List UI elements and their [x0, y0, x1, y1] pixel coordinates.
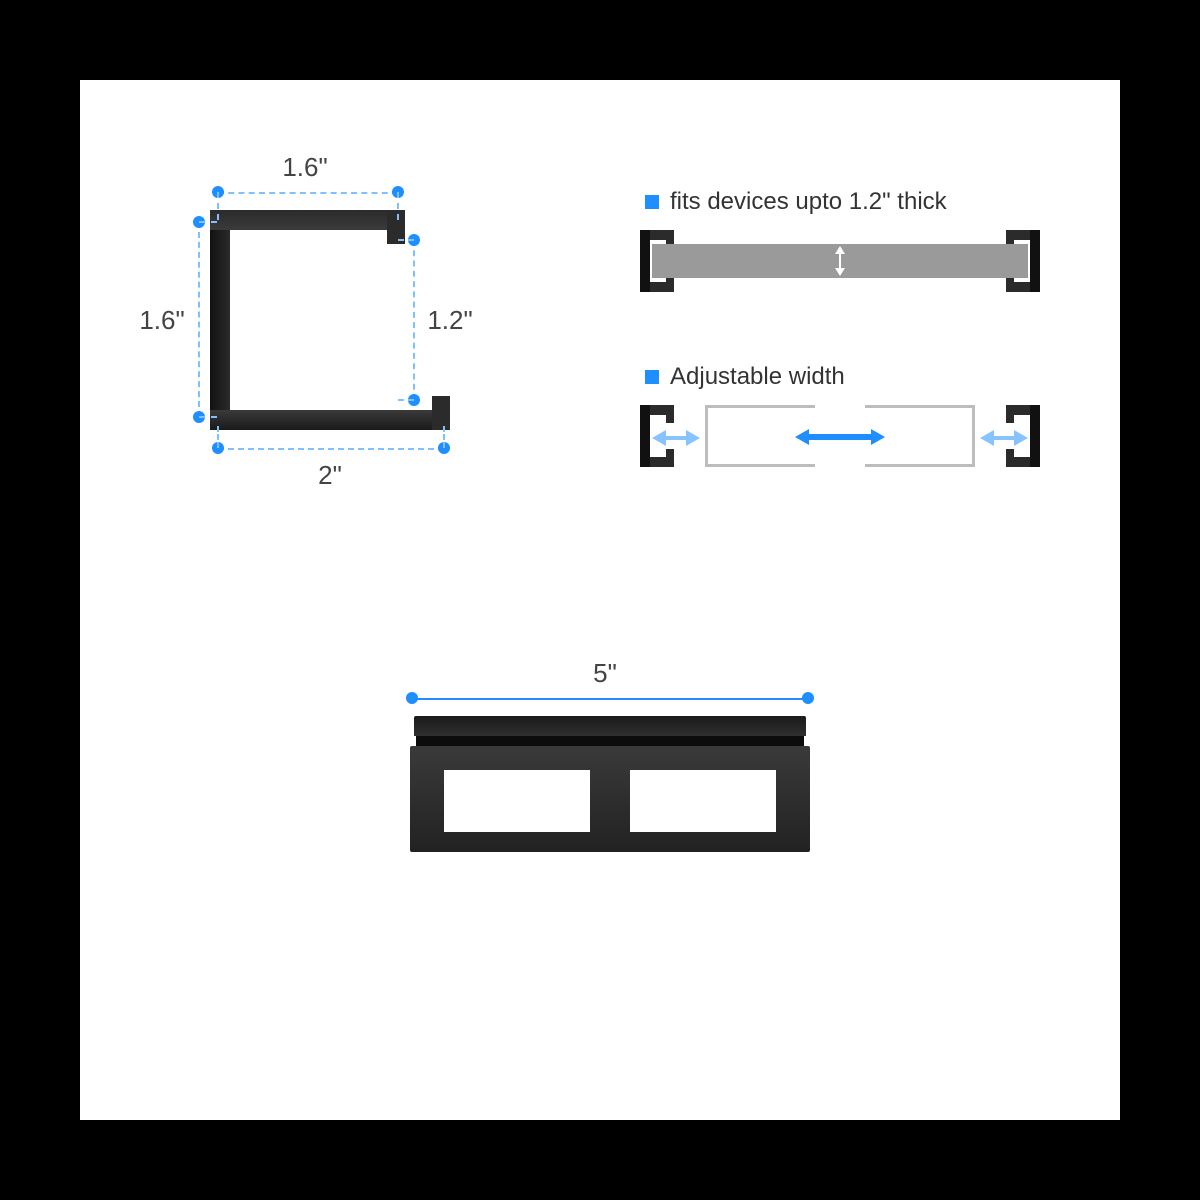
dimline-bottom: [218, 448, 444, 450]
bullet-icon: [645, 195, 659, 209]
dim-ext: [199, 221, 217, 223]
dimline-front: [412, 698, 808, 700]
dimline-left: [198, 222, 200, 417]
dim-left-height: 1.6": [132, 305, 192, 336]
thickness-arrow-icon: [835, 246, 845, 276]
dim-front-width: 5": [585, 658, 625, 689]
dim-ext: [397, 192, 399, 220]
width-diagram: [640, 405, 1040, 467]
dim-ext: [199, 416, 217, 418]
width-arrow-center-icon: [795, 429, 885, 445]
front-window-left: [444, 770, 590, 832]
dim-bottom-width: 2": [305, 460, 355, 491]
dim-ext: [398, 239, 414, 241]
dim-ext: [398, 399, 414, 401]
diagram-canvas: 1.6" 1.6" 1.2" 2" fits devices upto 1.2"…: [80, 80, 1120, 1120]
thickness-diagram: [640, 230, 1040, 292]
front-view: [410, 716, 810, 852]
dim-dot: [406, 692, 418, 704]
width-arrow-right-icon: [980, 430, 1028, 446]
width-arrow-left-icon: [652, 430, 700, 446]
dim-top-width: 1.6": [265, 152, 345, 183]
front-window-right: [630, 770, 776, 832]
dimline-top: [218, 192, 398, 194]
dim-ext: [443, 426, 445, 448]
feature-width-label: Adjustable width: [670, 363, 845, 391]
bullet-icon: [645, 370, 659, 384]
dim-dot: [802, 692, 814, 704]
dim-ext: [217, 192, 219, 220]
dim-inner-height: 1.2": [420, 305, 480, 336]
dim-ext: [217, 426, 219, 448]
feature-thickness-label: fits devices upto 1.2" thick: [670, 188, 947, 216]
dimline-inner: [413, 240, 415, 400]
